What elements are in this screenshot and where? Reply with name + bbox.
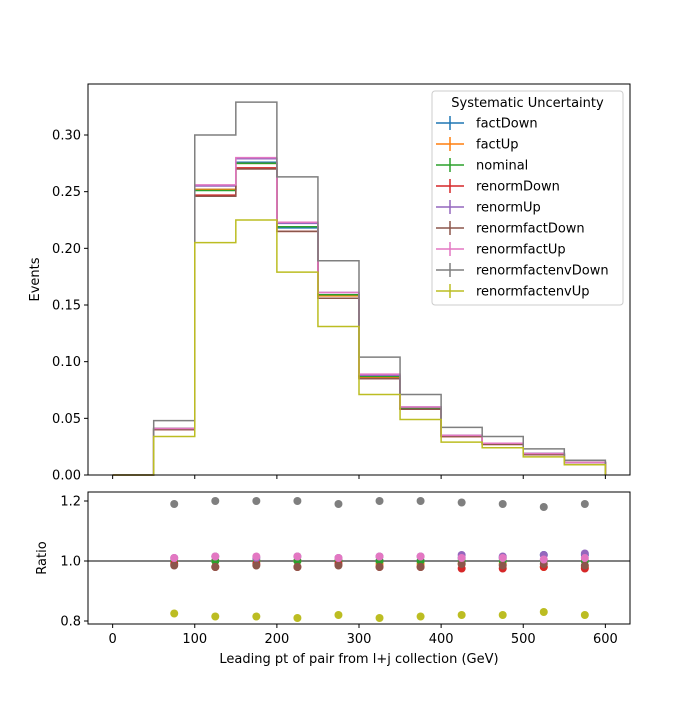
ratio-point-renormfactUp <box>170 554 179 562</box>
main-y-ticks: 0.00 0.05 0.10 0.15 0.20 0.25 0.30 <box>52 129 88 484</box>
ratio-point-renormfactenvDown <box>211 497 220 505</box>
ratio-point-renormfactUp <box>498 554 507 562</box>
ratio-point-renormfactDown <box>498 561 507 570</box>
ratio-y-ticks: 0.8 1.0 1.2 <box>60 495 88 630</box>
ratio-point-renormfactenvUp <box>457 611 466 619</box>
ratio-point-renormfactenvDown <box>498 500 507 508</box>
ratio-point-renormfactenvDown <box>457 498 466 507</box>
x-tick-label: 300 <box>347 632 372 647</box>
ratio-y-tick-label: 1.0 <box>60 555 81 570</box>
ratio-point-renormfactenvUp <box>334 611 343 619</box>
ratio-point-renormfactenvUp <box>498 611 507 619</box>
ratio-point-renormfactUp <box>293 552 302 561</box>
legend-items: factDown factUp nominal renormDown renormUp r… <box>436 116 609 300</box>
main-y-tick-label: 0.15 <box>52 299 81 314</box>
ratio-x-ticks: 0 100 200 300 400 500 600 <box>108 624 618 647</box>
x-tick-label: 100 <box>182 632 207 647</box>
main-y-tick-label: 0.20 <box>52 242 81 257</box>
ratio-point-renormfactUp <box>457 554 466 562</box>
x-tick-label: 0 <box>108 632 116 647</box>
ratio-point-renormfactenvUp <box>293 614 302 622</box>
ratio-point-renormfactenvUp <box>170 609 179 618</box>
ratio-points <box>170 497 589 622</box>
ratio-point-renormfactenvDown <box>170 500 179 508</box>
main-x-ticks <box>112 475 606 479</box>
legend-entry-renormfactenvUp: renormfactenvUp <box>476 285 590 300</box>
legend: Systematic Uncertainty factDown factUp nom… <box>431 90 624 306</box>
legend-entry-factUp: factUp <box>476 138 519 153</box>
ratio-point-renormfactenvDown <box>334 500 343 508</box>
ratio-point-renormfactUp <box>211 552 220 561</box>
ratio-point-renormfactDown <box>375 563 384 571</box>
legend-entry-factDown: factDown <box>476 117 538 132</box>
ratio-point-renormfactDown <box>211 563 220 571</box>
ratio-point-renormfactenvDown <box>416 497 425 505</box>
ratio-point-renormfactUp <box>334 554 343 562</box>
ratio-point-renormfactUp <box>580 554 589 562</box>
legend-title: Systematic Uncertainty <box>451 96 604 111</box>
ratio-point-renormfactenvUp <box>375 614 384 622</box>
ratio-point-renormfactenvDown <box>375 497 384 505</box>
ratio-point-renormfactDown <box>416 563 425 571</box>
main-y-tick-label: 0.30 <box>52 129 81 144</box>
ratio-point-renormfactDown <box>334 561 343 570</box>
ratio-point-renormfactDown <box>457 560 466 568</box>
x-axis-label: Leading pt of pair from l+j collection (… <box>219 652 498 667</box>
ratio-point-renormfactenvUp <box>211 612 220 621</box>
legend-entry-renormfactUp: renormfactUp <box>476 243 566 258</box>
legend-entry-nominal: nominal <box>476 159 528 174</box>
main-panel: 0.00 0.05 0.10 0.15 0.20 0.25 0.30 Events <box>28 83 631 484</box>
ratio-y-tick-label: 1.2 <box>60 495 81 510</box>
main-y-tick-label: 0.25 <box>52 185 81 200</box>
step-line-renormfactenvUp <box>112 219 607 476</box>
legend-entry-renormfactDown: renormfactDown <box>476 222 585 237</box>
main-y-tick-label: 0.05 <box>52 412 81 427</box>
x-tick-label: 200 <box>264 632 289 647</box>
ratio-point-renormfactUp <box>375 552 384 561</box>
ratio-y-axis-label: Ratio <box>35 541 50 574</box>
ratio-point-renormfactenvUp <box>252 612 261 621</box>
legend-frame <box>431 90 624 306</box>
x-tick-label: 500 <box>511 632 536 647</box>
legend-entry-renormDown: renormDown <box>476 180 560 195</box>
ratio-point-renormfactenvUp <box>416 612 425 621</box>
legend-entry-renormfactenvDown: renormfactenvDown <box>476 264 609 279</box>
main-y-axis-label: Events <box>28 257 43 301</box>
legend-entry-renormUp: renormUp <box>476 201 541 216</box>
ratio-point-renormfactUp <box>252 552 261 561</box>
ratio-point-renormfactenvDown <box>580 500 589 508</box>
x-tick-label: 600 <box>593 632 618 647</box>
main-y-tick-label: 0.00 <box>52 469 81 484</box>
ratio-panel: 0.8 1.0 1.2 0 100 200 300 400 500 600 Ratio <box>35 491 631 647</box>
ratio-point-renormfactDown <box>293 563 302 571</box>
ratio-point-renormfactUp <box>416 552 425 561</box>
ratio-point-renormfactenvUp <box>539 608 548 616</box>
ratio-point-renormfactDown <box>580 561 589 570</box>
main-y-tick-label: 0.10 <box>52 355 81 370</box>
ratio-point-renormfactenvUp <box>580 611 589 619</box>
x-tick-label: 400 <box>429 632 454 647</box>
ratio-point-renormfactDown <box>252 561 261 570</box>
ratio-point-renormfactenvDown <box>539 503 548 511</box>
ratio-y-tick-label: 0.8 <box>60 615 81 630</box>
ratio-point-renormfactDown <box>170 561 179 570</box>
ratio-point-renormfactenvDown <box>252 497 261 505</box>
main-histogram-steps <box>112 101 607 476</box>
ratio-point-renormfactenvDown <box>293 497 302 505</box>
ratio-point-renormfactUp <box>539 555 548 564</box>
